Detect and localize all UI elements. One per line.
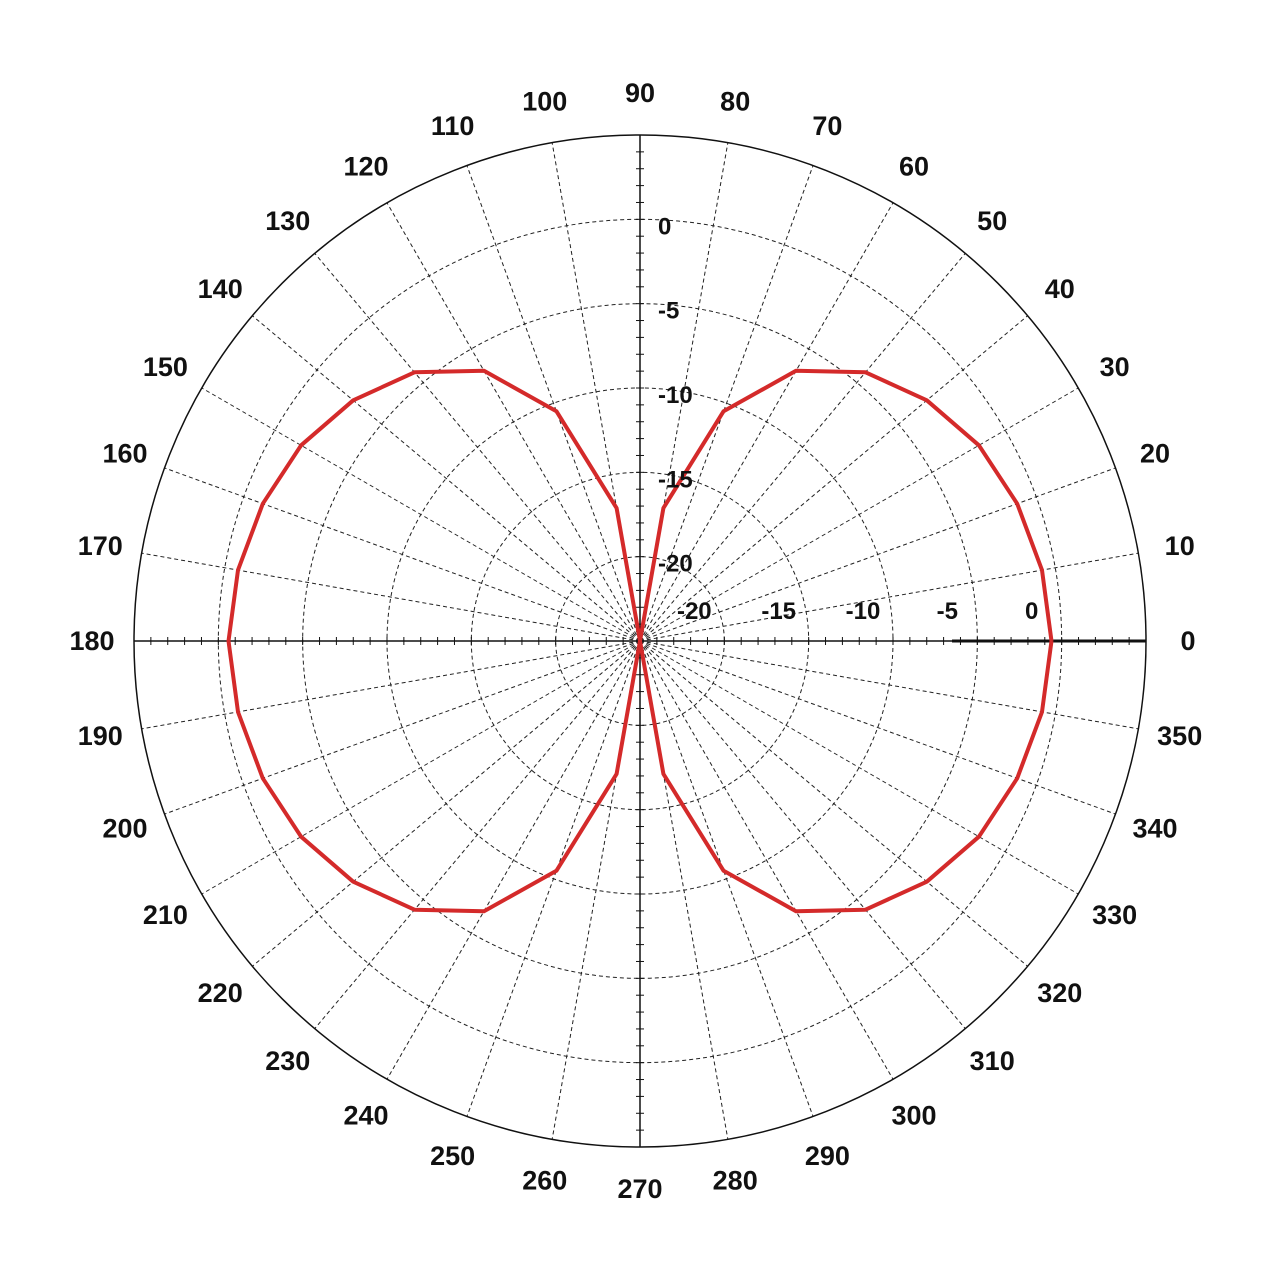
angle-tick-label: 350	[1157, 721, 1202, 751]
angle-tick-label: 170	[78, 531, 123, 561]
angle-tick-label: 210	[143, 900, 188, 930]
angle-tick-label: 220	[198, 978, 243, 1008]
pattern-line	[226, 368, 1054, 914]
angle-tick-label: 20	[1140, 439, 1170, 469]
spoke-line	[639, 552, 1139, 642]
angle-tick-label: 280	[713, 1166, 758, 1196]
angle-tick-label: 250	[430, 1141, 475, 1171]
angle-tick-label: 90	[625, 78, 655, 108]
radial-tick-label-horizontal: -10	[846, 598, 881, 625]
angle-tick-label: 310	[970, 1046, 1015, 1076]
series-layer	[226, 368, 1054, 914]
angle-tick-label: 30	[1100, 352, 1130, 382]
angle-tick-label: 230	[265, 1046, 310, 1076]
angle-tick-label: 140	[198, 274, 243, 304]
angle-tick-label: 60	[899, 151, 929, 181]
radial-tick-label-vertical: -20	[658, 551, 693, 578]
radial-tick-label-horizontal: -20	[677, 598, 712, 625]
spoke-line	[386, 640, 641, 1080]
angle-tick-label: 10	[1165, 531, 1195, 561]
polar-grid	[133, 134, 1147, 1148]
angle-tick-label: 300	[891, 1101, 936, 1131]
angle-tick-label: 320	[1037, 978, 1082, 1008]
radial-tick-label-vertical: -10	[658, 382, 693, 409]
angle-tick-label: 0	[1180, 626, 1195, 656]
radial-tick-label-horizontal: -15	[761, 598, 796, 625]
angle-tick-label: 240	[343, 1101, 388, 1131]
angle-tick-label: 180	[69, 626, 114, 656]
angle-tick-label: 160	[102, 439, 147, 469]
angle-tick-label: 190	[78, 721, 123, 751]
angle-tick-label: 150	[143, 352, 188, 382]
radial-tick-label-vertical: -5	[658, 298, 679, 325]
spoke-line	[639, 640, 894, 1080]
angle-tick-label: 290	[805, 1141, 850, 1171]
spoke-line	[314, 640, 641, 1029]
angle-tick-label: 120	[343, 151, 388, 181]
radial-tick-label-vertical: 0	[658, 213, 671, 240]
angle-tick-label: 270	[617, 1174, 662, 1204]
angle-tick-label: 100	[522, 86, 567, 116]
angle-tick-label: 70	[812, 111, 842, 141]
spoke-line	[201, 640, 641, 895]
angle-tick-label: 50	[977, 206, 1007, 236]
spoke-line	[141, 552, 641, 642]
angle-tick-label: 40	[1045, 274, 1075, 304]
angle-tick-label: 110	[431, 111, 475, 141]
label-layer: 0 10 20 30 40 50 60 70 80 90 100 110 120 130 140 150 160…	[69, 78, 1202, 1204]
spoke-line	[164, 640, 641, 815]
radial-tick-label-horizontal: -5	[937, 598, 958, 625]
radial-tick-label-vertical: -15	[658, 466, 693, 493]
radial-tick-label-horizontal: 0	[1025, 598, 1038, 625]
angle-tick-label: 260	[522, 1166, 567, 1196]
spoke-line	[639, 640, 1079, 895]
angle-tick-label: 130	[265, 206, 310, 236]
angle-tick-label: 330	[1092, 900, 1137, 930]
angle-tick-label: 80	[720, 86, 750, 116]
spoke-line	[466, 165, 641, 642]
spoke-line	[639, 165, 814, 642]
spoke-line	[639, 640, 1116, 815]
angle-tick-label: 340	[1132, 813, 1177, 843]
angle-tick-label: 200	[102, 813, 147, 843]
